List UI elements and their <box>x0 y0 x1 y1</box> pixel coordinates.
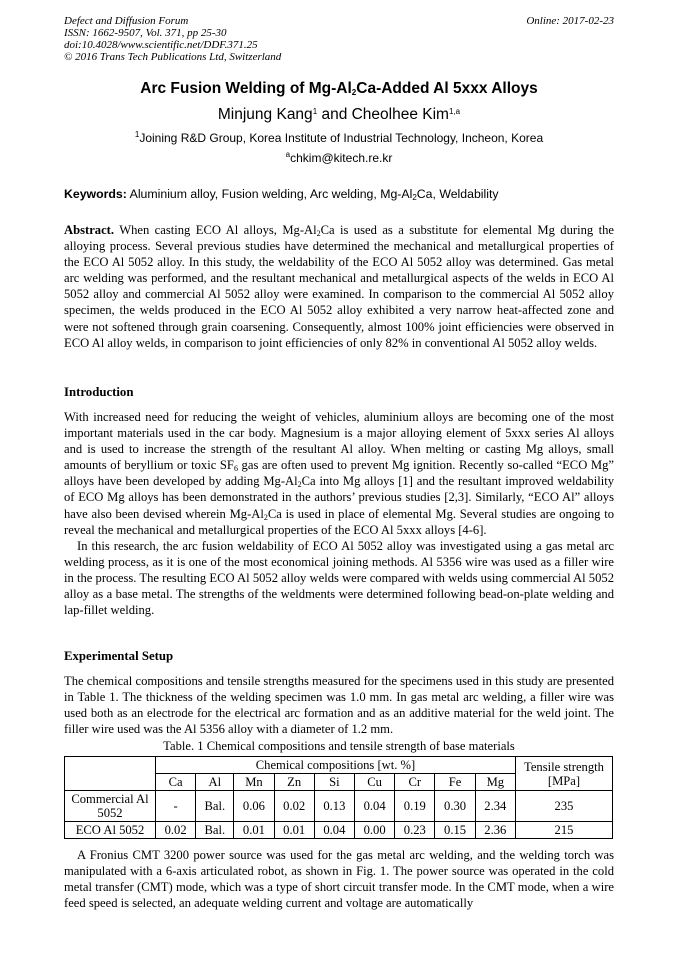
row-label: Commercial Al 5052 <box>64 790 156 822</box>
abstract-text: Ca is used as a substitute for elemental… <box>64 223 614 350</box>
element-header: Zn <box>273 773 315 791</box>
value-cell: 0.04 <box>313 821 356 839</box>
superscript: a <box>285 150 291 159</box>
subscript: 2 <box>263 512 268 522</box>
text: gas are often used to prevent Mg ignitio… <box>64 458 614 489</box>
introduction-body: With increased need for reducing the wei… <box>64 409 614 618</box>
text: Ca into Mg alloys [1] and the resultant … <box>64 474 614 521</box>
superscript: 1,a <box>448 107 461 116</box>
tensile-cell: 215 <box>515 821 613 839</box>
corner-cell <box>64 756 156 791</box>
author: and Cheolhee Kim <box>317 106 449 123</box>
journal-name: Defect and Diffusion Forum <box>64 15 189 27</box>
subscript: 2 <box>351 88 357 97</box>
table-caption: Table. 1 Chemical compositions and tensi… <box>163 739 515 753</box>
element-header: Ca <box>154 773 197 791</box>
paragraph: The chemical compositions and tensile st… <box>64 674 614 737</box>
value-cell: 0.01 <box>233 821 275 839</box>
section-heading-introduction: Introduction <box>64 385 134 399</box>
abstract-text: When casting ECO Al alloys, Mg-Al <box>114 223 317 237</box>
value-cell: 0.15 <box>434 821 476 839</box>
paragraph: A Fronius CMT 3200 power source was used… <box>64 848 614 911</box>
subscript: 6 <box>233 464 238 474</box>
title-text: Ca-Added Al 5xxx Alloys <box>356 80 538 97</box>
value-cell: 2.34 <box>474 790 517 822</box>
subscript: 2 <box>297 480 302 490</box>
element-header: Fe <box>434 773 476 791</box>
element-header: Mg <box>474 773 517 791</box>
keywords: Keywords: Aluminium alloy, Fusion weldin… <box>64 187 614 202</box>
text: With increased need for reducing the wei… <box>64 410 614 473</box>
paragraph: In this research, the arc fusion weldabi… <box>64 538 614 618</box>
tensile-header: Tensile strength [MPa] <box>515 756 613 791</box>
element-header: Mn <box>233 773 275 791</box>
author: Minjung Kang <box>217 106 313 123</box>
copyright: © 2016 Trans Tech Publications Ltd, Swit… <box>64 51 282 63</box>
paper-title: Arc Fusion Welding of Mg-Al2Ca-Added Al … <box>0 80 678 98</box>
value-cell: 0.06 <box>233 790 275 822</box>
keywords-label: Keywords: <box>64 187 127 201</box>
setup-body-continued: A Fronius CMT 3200 power source was used… <box>64 847 614 911</box>
value-cell: 0.00 <box>353 821 396 839</box>
abstract: Abstract. When casting ECO Al alloys, Mg… <box>64 222 614 351</box>
subscript: 2 <box>316 229 321 238</box>
composition-table: Chemical compositions [wt. %] Tensile str… <box>64 756 613 839</box>
superscript: 1 <box>312 107 318 116</box>
value-cell: 0.19 <box>394 790 436 822</box>
value-cell: 0.30 <box>434 790 476 822</box>
value-cell: 0.13 <box>313 790 356 822</box>
setup-body: The chemical compositions and tensile st… <box>64 673 614 737</box>
tensile-cell: 235 <box>515 790 613 822</box>
abstract-label: Abstract. <box>64 223 115 237</box>
value-cell: - <box>154 790 197 822</box>
value-cell: Bal. <box>195 821 235 839</box>
element-header: Cr <box>394 773 436 791</box>
email-link[interactable]: chkim@kitech.re.kr <box>290 151 393 165</box>
value-cell: 0.02 <box>273 790 315 822</box>
section-heading-experimental-setup: Experimental Setup <box>64 649 174 663</box>
value-cell: 0.04 <box>353 790 396 822</box>
issn: ISSN: 1662-9507, Vol. 371, pp 25-30 <box>64 27 227 39</box>
affiliation-text: Joining R&D Group, Korea Institute of In… <box>139 131 544 145</box>
value-cell: 0.01 <box>273 821 315 839</box>
text: Ca is used in place of elemental Mg. Sev… <box>64 506 614 537</box>
doi: doi:10.4028/www.scientific.net/DDF.371.2… <box>64 39 258 51</box>
subscript: 2 <box>412 193 417 202</box>
value-cell: 2.36 <box>474 821 517 839</box>
element-header: Cu <box>353 773 396 791</box>
column-group-header: Chemical compositions [wt. %] <box>155 756 516 774</box>
email: achkim@kitech.re.kr <box>0 150 678 166</box>
title-text: Arc Fusion Welding of Mg-Al <box>140 80 352 97</box>
row-label: ECO Al 5052 <box>64 821 156 839</box>
online-date: Online: 2017-02-23 <box>526 15 614 27</box>
table-row: ECO Al 5052 0.02 Bal. 0.01 0.01 0.04 0.00 0.23 0… <box>64 821 613 839</box>
authors: Minjung Kang1 and Cheolhee Kim1,a <box>0 106 678 124</box>
keywords-text: Ca, Weldability <box>416 187 499 201</box>
element-header: Al <box>195 773 235 791</box>
value-cell: 0.02 <box>154 821 197 839</box>
value-cell: 0.23 <box>394 821 436 839</box>
keywords-text: Aluminium alloy, Fusion welding, Arc wel… <box>126 187 413 201</box>
element-header: Si <box>313 773 356 791</box>
affiliation: 1Joining R&D Group, Korea Institute of I… <box>0 130 678 146</box>
value-cell: Bal. <box>195 790 235 822</box>
superscript: 1 <box>134 130 140 139</box>
journal-header: Defect and Diffusion Forum ISSN: 1662-95… <box>64 15 281 63</box>
table-row: Commercial Al 5052- Bal. 0.06 0.02 0.13 0.04 0… <box>64 790 613 822</box>
